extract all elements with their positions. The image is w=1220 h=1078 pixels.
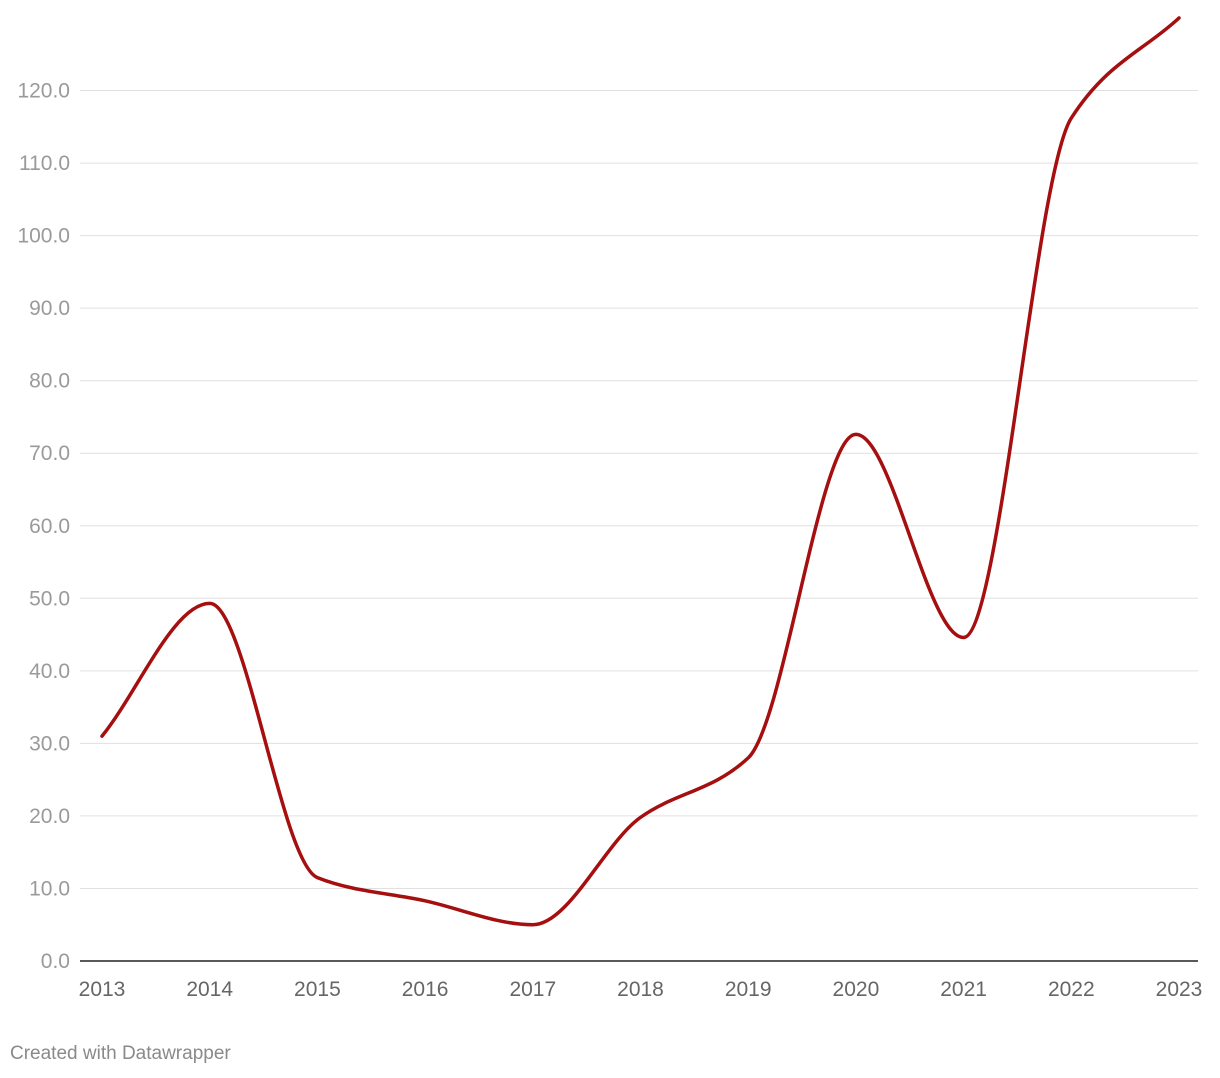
y-tick-label: 90.0 [29, 297, 70, 320]
x-tick-label: 2018 [617, 978, 664, 1001]
x-tick-label: 2015 [294, 978, 341, 1001]
y-axis-tick-labels: 0.0 10.0 20.0 30.0 40.0 50.0 60.0 70.0 80.0 90.0 1… [17, 80, 70, 973]
y-tick-label: 40.0 [29, 660, 70, 683]
y-tick-label: 110.0 [19, 152, 70, 175]
x-tick-label: 2013 [79, 978, 126, 1001]
x-tick-label: 2014 [186, 978, 233, 1001]
y-tick-label: 0.0 [41, 950, 70, 973]
y-tick-label: 30.0 [29, 732, 70, 755]
series-line [100, 16, 1181, 927]
y-tick-label: 100.0 [17, 225, 70, 248]
y-tick-label: 80.0 [29, 370, 70, 393]
y-tick-label: 120.0 [17, 80, 70, 103]
series-lines [100, 16, 1181, 927]
line-chart: 0.0 10.0 20.0 30.0 40.0 50.0 60.0 70.0 80.0 90.0 1… [17, 16, 1203, 1001]
gridlines [80, 90, 1198, 962]
x-tick-label: 2023 [1156, 978, 1203, 1001]
y-tick-label: 50.0 [29, 587, 70, 610]
x-tick-label: 2021 [940, 978, 987, 1001]
y-tick-label: 60.0 [29, 515, 70, 538]
x-tick-label: 2022 [1048, 978, 1095, 1001]
y-tick-label: 10.0 [29, 877, 70, 900]
x-tick-label: 2020 [833, 978, 880, 1001]
x-tick-label: 2019 [725, 978, 772, 1001]
y-tick-label: 20.0 [29, 805, 70, 828]
x-tick-label: 2016 [402, 978, 449, 1001]
y-tick-label: 70.0 [29, 442, 70, 465]
datawrapper-credit[interactable]: Created with Datawrapper [10, 1043, 231, 1064]
x-axis-tick-labels: 2013 2014 2015 2016 2017 2018 2019 2020 2021 2022… [79, 978, 1203, 1001]
x-tick-label: 2017 [509, 978, 556, 1001]
